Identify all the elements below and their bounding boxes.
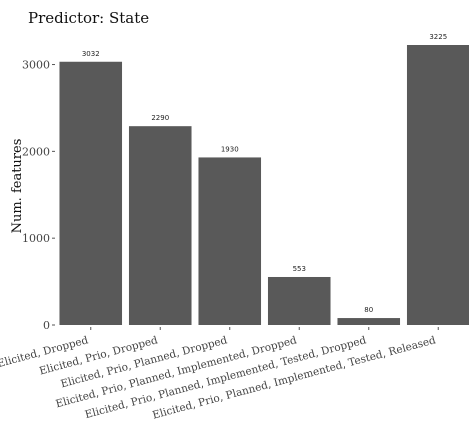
bar-value-label: 80 bbox=[364, 306, 373, 314]
bar-value-label: 3225 bbox=[429, 33, 447, 41]
y-axis-label: Num. features bbox=[10, 139, 25, 234]
y-tick-label: 2000 bbox=[22, 145, 50, 158]
bar bbox=[267, 276, 331, 325]
y-tick-label: 3000 bbox=[22, 59, 50, 72]
bar bbox=[128, 126, 192, 326]
y-axis: 0 1000 2000 3000 bbox=[22, 59, 55, 332]
bar-value-label: 2290 bbox=[151, 114, 169, 122]
bar-value-label: 3032 bbox=[82, 50, 100, 58]
chart-title: Predictor: State bbox=[28, 9, 149, 27]
bars bbox=[59, 45, 469, 326]
bar bbox=[406, 45, 469, 325]
bar-value-label: 1930 bbox=[221, 145, 239, 153]
bar-value-label: 553 bbox=[293, 265, 306, 273]
bar bbox=[198, 157, 262, 325]
y-tick-label: 0 bbox=[43, 319, 50, 332]
bar bbox=[59, 61, 123, 325]
bar bbox=[337, 318, 401, 325]
bar-value-labels: 3032 2290 1930 553 80 3225 bbox=[82, 33, 447, 314]
y-tick-label: 1000 bbox=[22, 232, 50, 245]
